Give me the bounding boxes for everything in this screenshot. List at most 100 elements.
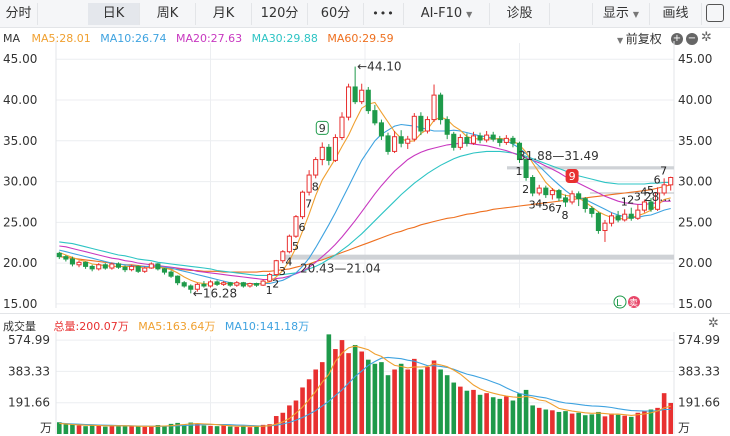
volume-bar bbox=[135, 426, 141, 434]
price-settings-gear-icon[interactable]: ✲ bbox=[701, 30, 712, 45]
candle bbox=[615, 210, 621, 223]
candle-body bbox=[214, 281, 220, 285]
adjust-label: 前复权 bbox=[625, 32, 662, 46]
tab-120min[interactable]: 120分 bbox=[252, 3, 308, 25]
signal-count-label: 2 bbox=[272, 277, 279, 290]
candle bbox=[424, 116, 430, 134]
candle-body bbox=[543, 187, 549, 196]
volume-tick-right: 191.66 bbox=[678, 396, 720, 410]
last-price-label: 28… bbox=[644, 190, 671, 204]
candle-body bbox=[549, 190, 555, 196]
resistance-zone bbox=[507, 166, 674, 170]
volume-ma10-legend: MA10:141.18万 bbox=[224, 320, 310, 333]
candle-body bbox=[365, 89, 371, 112]
tab-timeshare[interactable]: 分时 bbox=[0, 3, 38, 25]
zoom-out-icon[interactable]: − bbox=[686, 33, 698, 45]
candle bbox=[352, 66, 358, 105]
candle bbox=[56, 251, 62, 260]
volume-bar bbox=[76, 425, 82, 434]
candle bbox=[69, 256, 75, 267]
volume-bar bbox=[63, 424, 69, 434]
volume-bar bbox=[596, 411, 601, 434]
tab-daily-k[interactable]: 日K bbox=[88, 3, 140, 25]
price-tick-left: 15.00 bbox=[3, 297, 37, 311]
candle bbox=[286, 234, 292, 254]
candle bbox=[595, 211, 601, 234]
tab-weekly-k[interactable]: 周K bbox=[140, 3, 196, 25]
candle-body bbox=[503, 137, 509, 143]
volume-bar bbox=[129, 425, 134, 434]
candle bbox=[470, 131, 477, 145]
candle-body bbox=[247, 283, 253, 287]
signal-count-label: 8 bbox=[312, 180, 319, 193]
volume-grid bbox=[55, 332, 675, 434]
volume-bar bbox=[142, 426, 148, 434]
candle bbox=[221, 281, 227, 286]
candle-body bbox=[562, 197, 569, 203]
candle-body bbox=[411, 115, 417, 140]
candle-body bbox=[260, 280, 266, 286]
volume-bar bbox=[300, 387, 305, 434]
signal-count-label: 1 bbox=[621, 195, 628, 208]
diagnose-button[interactable]: 诊股 bbox=[490, 3, 550, 25]
volume-bar bbox=[477, 394, 483, 434]
candle bbox=[562, 194, 569, 207]
volume-bar bbox=[149, 425, 154, 434]
candle bbox=[372, 104, 378, 126]
volume-bar bbox=[227, 426, 233, 434]
candle bbox=[378, 119, 384, 140]
candle bbox=[609, 212, 615, 227]
candle bbox=[142, 266, 148, 273]
volume-bar bbox=[116, 426, 121, 434]
candle-body bbox=[63, 256, 69, 260]
signal-count-label: 1 bbox=[516, 165, 523, 178]
adjust-select[interactable]: ▼ 前复权 bbox=[617, 30, 662, 47]
candle bbox=[89, 264, 95, 272]
candle-body bbox=[477, 135, 483, 141]
volume-bar bbox=[273, 416, 279, 434]
candle-body bbox=[240, 282, 246, 287]
tab-monthly-k[interactable]: 月K bbox=[196, 3, 252, 25]
candle-body bbox=[89, 265, 95, 270]
volume-bar bbox=[648, 409, 654, 434]
candle bbox=[497, 135, 503, 147]
display-menu[interactable]: 显示 ▼ bbox=[592, 3, 650, 25]
tab-60min[interactable]: 60分 bbox=[308, 3, 364, 25]
volume-bar bbox=[379, 362, 384, 434]
candle-body bbox=[457, 137, 463, 148]
volume-bar bbox=[385, 375, 391, 434]
indicator-select[interactable]: AI-F10 ▼ bbox=[404, 3, 490, 25]
volume-bar bbox=[326, 334, 332, 434]
volume-bar bbox=[412, 358, 417, 434]
candle bbox=[359, 83, 365, 105]
zoom-in-icon[interactable]: + bbox=[671, 33, 683, 45]
candle bbox=[313, 157, 319, 179]
more-periods-button[interactable]: ••• bbox=[364, 3, 404, 25]
candle bbox=[76, 260, 82, 268]
signal-count-label: 9 bbox=[569, 170, 576, 183]
volume-bar bbox=[563, 411, 568, 434]
volume-ma5-line bbox=[59, 345, 671, 427]
volume-bar bbox=[201, 425, 207, 434]
candle-body bbox=[530, 177, 536, 194]
candle-body bbox=[510, 137, 516, 144]
candle bbox=[549, 188, 555, 200]
volume-bar bbox=[438, 369, 443, 434]
price-tick-right: 45.00 bbox=[678, 52, 712, 66]
candle bbox=[253, 282, 260, 287]
candle bbox=[194, 282, 200, 292]
volume-settings-gear-icon[interactable]: ✲ bbox=[708, 316, 719, 331]
candle-body bbox=[267, 274, 273, 282]
checkbox-icon[interactable] bbox=[706, 4, 724, 22]
candle bbox=[444, 116, 450, 140]
ma-legend: MA MA5:28.01 MA10:26.74 MA20:27.63 MA30:… bbox=[3, 32, 400, 45]
signal-count-label: 3 bbox=[279, 265, 286, 278]
display-menu-label: 显示 bbox=[602, 6, 629, 21]
ma20-legend: MA20:27.63 bbox=[175, 32, 243, 45]
candle bbox=[175, 275, 181, 286]
volume-bar bbox=[287, 405, 292, 434]
draw-line-button[interactable]: 画线 bbox=[650, 3, 702, 25]
ma20-line bbox=[59, 142, 671, 281]
volume-bar bbox=[523, 389, 529, 434]
